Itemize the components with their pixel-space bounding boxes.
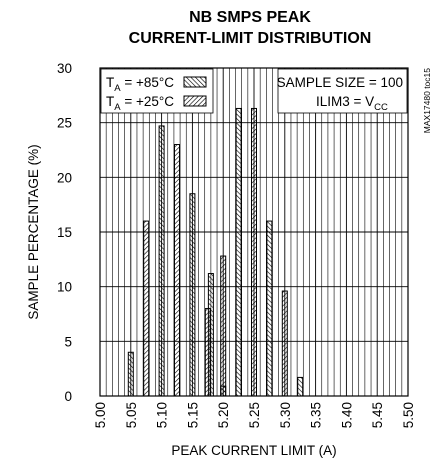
x-tick-label: 5.30 (278, 402, 293, 428)
ilim-label: ILIM3 = VCC (316, 94, 388, 113)
x-tick-label: 5.20 (216, 402, 231, 428)
bar-25c (174, 144, 180, 397)
x-tick-label: 5.15 (185, 402, 200, 428)
bar-85c (297, 376, 304, 397)
x-tick-label: 5.25 (247, 402, 262, 428)
y-tick-label: 5 (64, 334, 72, 349)
legend-label-25: TA = +25°C (106, 94, 174, 113)
legend: TA = +85°C TA = +25°C (100, 68, 214, 114)
x-tick-labels: 5.00 5.05 5.10 5.15 5.20 5.25 5.30 5.35 5.40 5.45… (93, 402, 416, 428)
bar-25c (220, 255, 227, 397)
x-tick-label: 5.40 (339, 402, 354, 428)
x-tick-label: 5.05 (124, 402, 139, 428)
bar-85c (127, 351, 134, 397)
y-tick-labels: 0 5 10 15 20 25 30 (57, 61, 72, 404)
y-tick-label: 0 (64, 389, 72, 404)
y-tick-label: 10 (57, 280, 72, 295)
bar-25c (204, 308, 211, 397)
x-tick-label: 5.45 (370, 402, 385, 428)
bar-85c (266, 220, 273, 397)
y-tick-label: 20 (57, 170, 72, 185)
x-tick-label: 5.10 (155, 402, 170, 428)
bars (127, 107, 304, 397)
y-tick-label: 30 (57, 61, 72, 76)
annotation: SAMPLE SIZE = 100 ILIM3 = VCC (277, 68, 408, 114)
plot-frame (99, 67, 409, 397)
x-tick-label: 5.50 (401, 402, 416, 428)
sample-size-label: SAMPLE SIZE = 100 (277, 75, 403, 90)
bar-85c (189, 193, 196, 397)
y-tick-label: 15 (57, 225, 72, 240)
chart-title-line-2: CURRENT-LIMIT DISTRIBUTION (129, 30, 372, 47)
x-axis-label: PEAK CURRENT LIMIT (A) (171, 443, 336, 458)
legend-label-85: TA = +85°C (106, 75, 174, 94)
legend-swatch-85 (183, 76, 207, 88)
bar-85c (158, 125, 165, 397)
annotation-box (277, 68, 408, 114)
y-axis-label: SAMPLE PERCENTAGE (%) (26, 144, 41, 319)
bar-25c (143, 220, 150, 397)
x-tick-label: 5.35 (309, 402, 324, 428)
bar-25c (281, 290, 288, 397)
x-tick-label: 5.00 (93, 402, 108, 428)
chart-title-line-1: NB SMPS PEAK (189, 9, 311, 26)
legend-swatch-25 (183, 95, 207, 107)
bar-25c (251, 107, 257, 397)
bar-85c (235, 107, 242, 397)
figure-id: MAX17480 toc15 (422, 68, 432, 133)
y-tick-label: 25 (57, 116, 72, 131)
